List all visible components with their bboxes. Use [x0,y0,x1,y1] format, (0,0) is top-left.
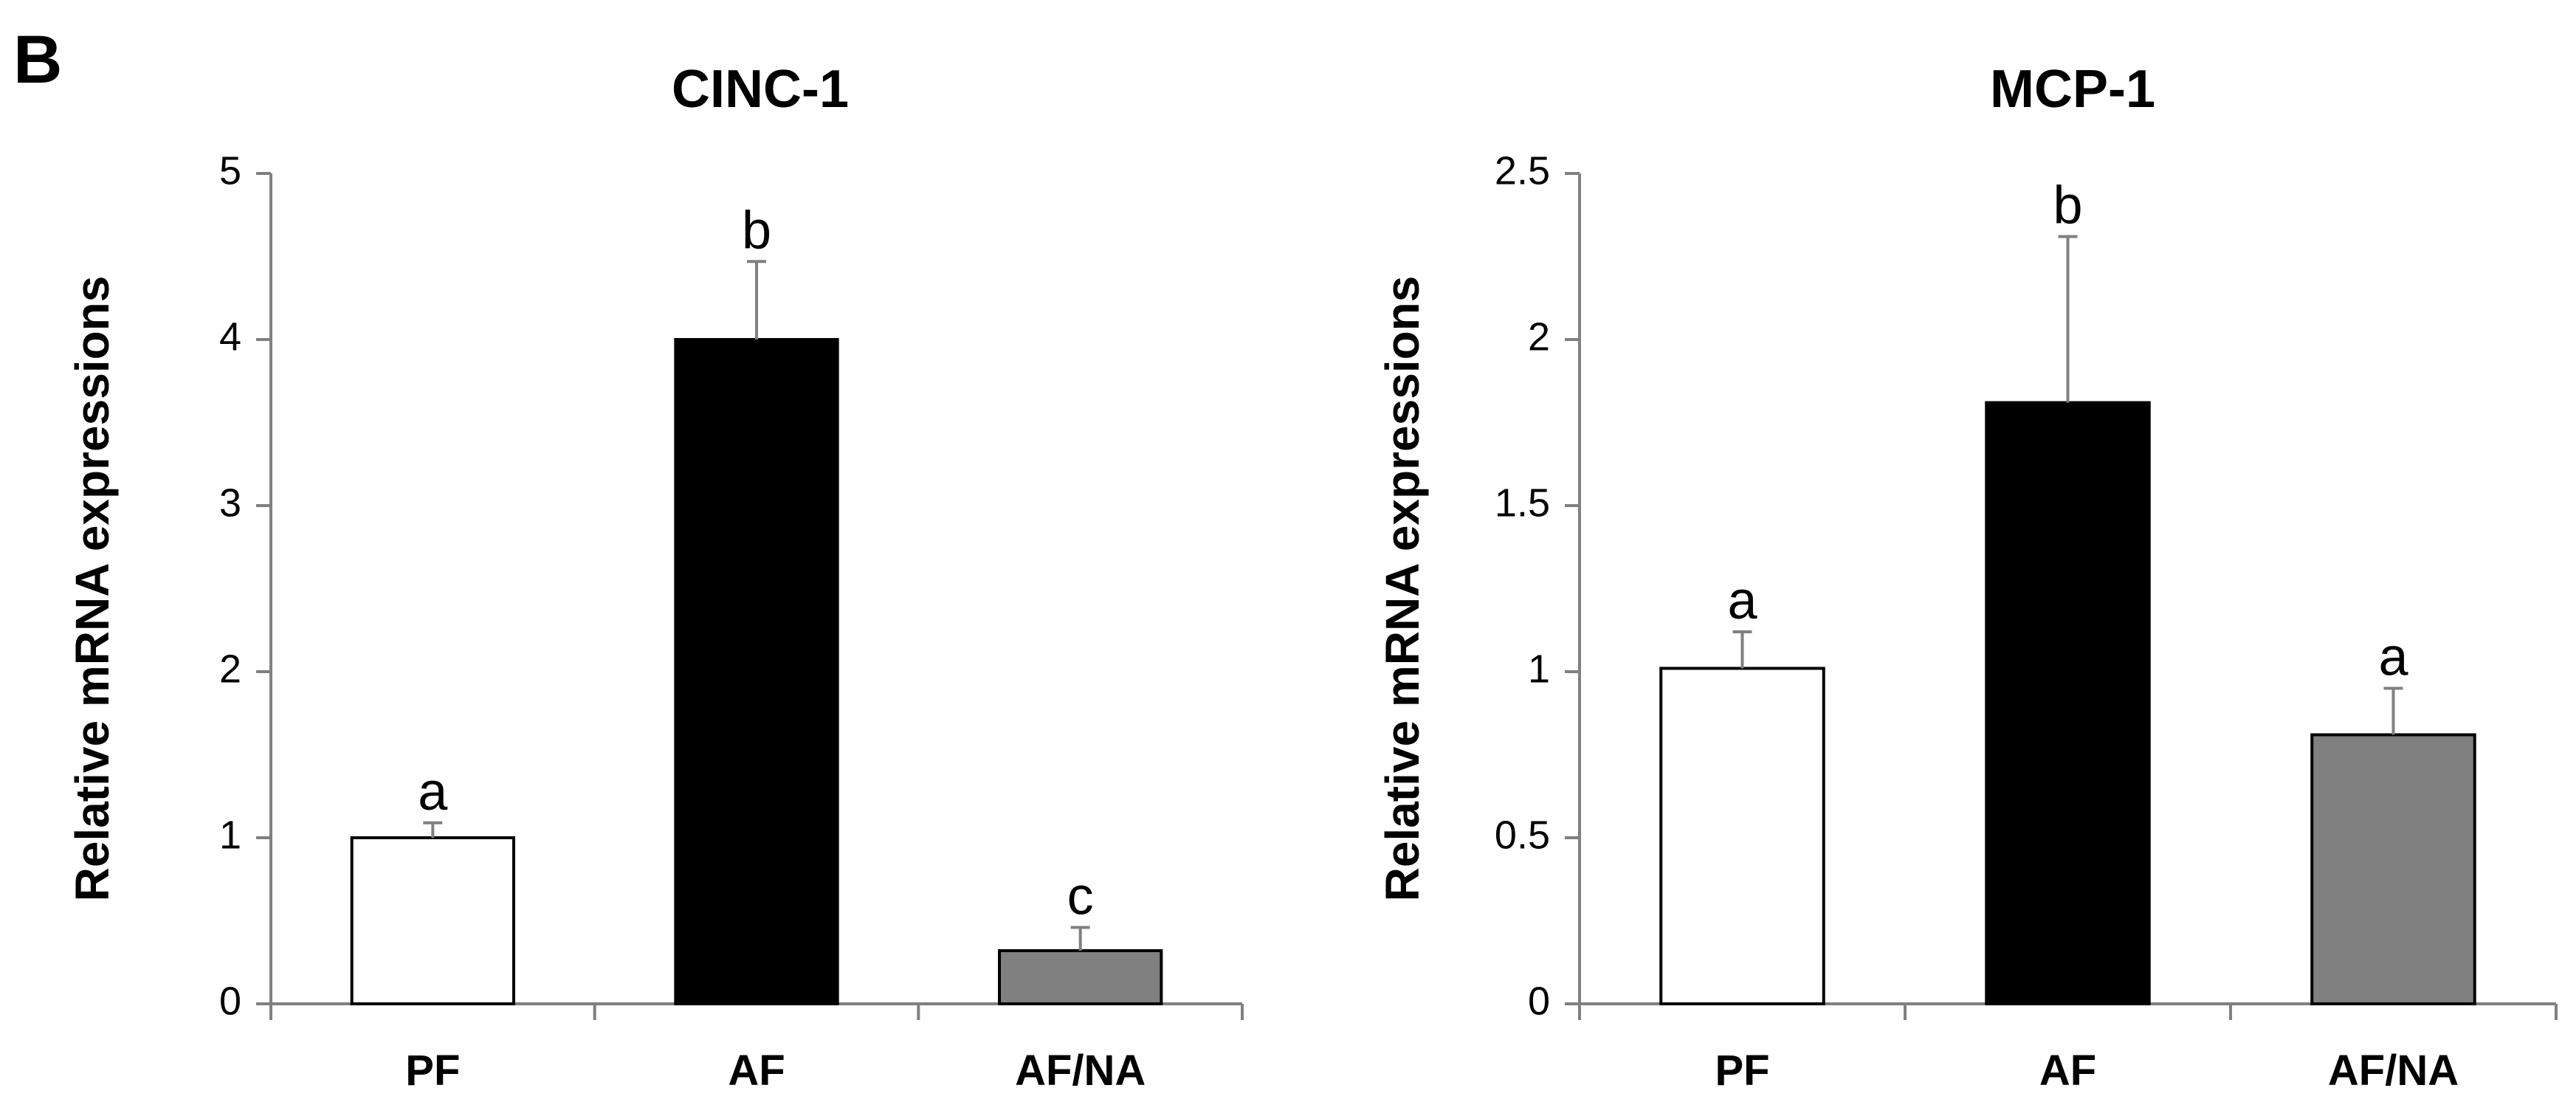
bar-af [1985,401,2151,1005]
y-tick-label: 0.5 [1495,813,1550,857]
significance-label-af: b [2053,176,2082,235]
category-label-af-na: AF/NA [1015,1047,1146,1095]
y-tick-label: 4 [219,314,241,359]
category-label-af-na: AF/NA [2328,1047,2459,1095]
category-label-af: AF [728,1047,785,1095]
significance-label-pf: a [418,762,448,822]
chart-mcp1: MCP-1 Relative mRNA expressions 0 0.5 1 1.5 2 2… [1376,60,2558,1095]
panel-label: B [13,22,62,97]
significance-label-af-na: a [2378,628,2408,687]
significance-label-af: b [742,201,771,260]
y-tick-label: 2 [219,647,241,691]
significance-label-pf: a [1727,571,1757,630]
y-tick-label: 2.5 [1495,148,1550,193]
category-label-pf: PF [1715,1047,1769,1095]
y-tick-label: 1.5 [1495,481,1550,525]
y-tick-label: 0 [219,979,241,1023]
y-tick-label: 2 [1528,314,1550,359]
category-label-pf: PF [405,1047,460,1095]
chart-title: CINC-1 [672,60,849,119]
chart-title: MCP-1 [1990,60,2155,119]
y-tick-label: 3 [219,481,241,525]
bar-pf [350,836,515,1005]
significance-label-af-na: c [1067,867,1094,926]
y-tick-label: 1 [219,813,241,857]
y-tick-label: 0 [1528,979,1550,1023]
y-axis-label: Relative mRNA expressions [66,276,119,902]
y-axis-label: Relative mRNA expressions [1376,276,1429,902]
bar-af-na [998,949,1163,1005]
bar-af-na [2310,733,2476,1005]
bar-pf [1659,667,1825,1005]
category-label-af: AF [2039,1047,2096,1095]
y-tick-label: 1 [1528,647,1550,691]
y-tick-label: 5 [219,148,241,193]
bar-af [674,338,839,1005]
chart-cinc1: CINC-1 Relative mRNA expressions 0 1 2 3 4 5 a PF… [66,60,1244,1095]
